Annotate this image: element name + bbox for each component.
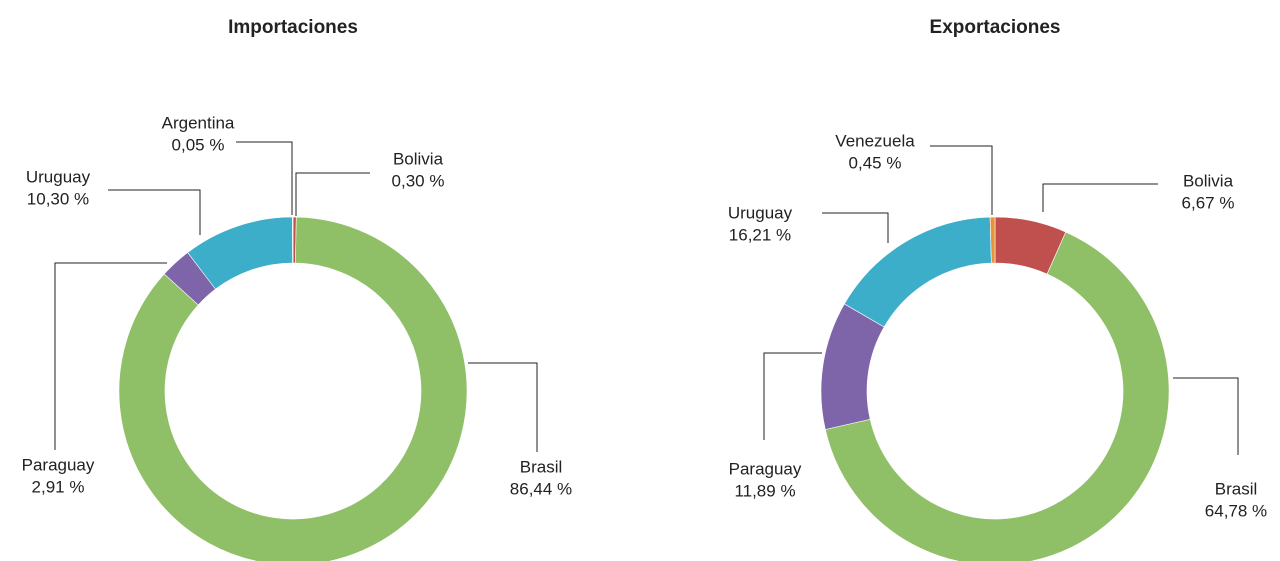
value-label: 11,89 % <box>734 481 795 500</box>
slice-label: Uruguay <box>26 167 91 186</box>
value-label: 0,45 % <box>849 153 902 172</box>
leader-line <box>108 189 201 235</box>
value-label: 86,44 % <box>510 479 572 498</box>
donut-slice <box>118 216 468 561</box>
slice-label: Paraguay <box>729 459 802 478</box>
leader-line <box>54 262 167 450</box>
value-label: 16,21 % <box>729 225 791 244</box>
leader-line <box>822 212 889 243</box>
value-label: 2,91 % <box>32 477 85 496</box>
chart-title: Exportaciones <box>930 17 1061 38</box>
leader-line <box>1173 377 1239 455</box>
slice-label: Bolivia <box>393 149 444 168</box>
value-label: 0,30 % <box>392 171 445 190</box>
slice-label: Brasil <box>1215 479 1258 498</box>
slice-label: Argentina <box>162 113 235 132</box>
leader-line <box>468 362 538 452</box>
value-label: 10,30 % <box>27 189 89 208</box>
value-label: 0,05 % <box>172 135 225 154</box>
slice-label: Bolivia <box>1183 171 1234 190</box>
donut-slice <box>824 231 1170 561</box>
leader-line <box>763 352 822 440</box>
slice-label: Uruguay <box>728 203 793 222</box>
slice-label: Venezuela <box>835 131 915 150</box>
donut-slice <box>843 216 992 328</box>
donut-slice <box>292 216 294 264</box>
value-label: 6,67 % <box>1182 193 1235 212</box>
chart-title: Importaciones <box>228 17 358 38</box>
leader-line <box>236 141 293 215</box>
donut-slice <box>820 303 885 430</box>
leader-line <box>295 172 370 216</box>
donut-slice <box>989 216 996 264</box>
value-label: 64,78 % <box>1205 501 1267 520</box>
slice-label: Paraguay <box>22 455 95 474</box>
leader-line <box>1042 183 1158 212</box>
leader-line <box>930 145 993 215</box>
slice-label: Brasil <box>520 457 563 476</box>
